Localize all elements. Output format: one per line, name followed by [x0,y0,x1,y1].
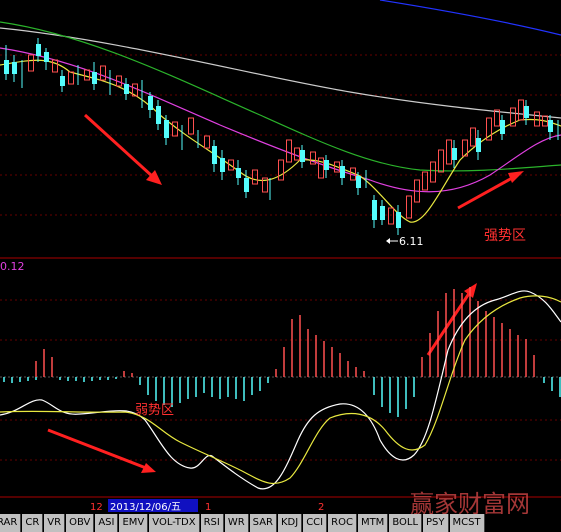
indicator-tab[interactable]: ROC [328,514,357,532]
indicator-tab[interactable]: RSI [200,514,224,532]
arrow [457,175,515,210]
indicator-tab[interactable]: SAR [249,514,277,532]
indicator-tab[interactable]: BOLL [389,514,423,532]
indicator-signal [0,295,561,484]
arrow [426,291,472,356]
moving-averages [0,0,561,223]
low-price-label: 6.11 [399,235,424,248]
histogram-positive [35,287,535,377]
chart-area: 6.11 强势区 0.12 弱势区 12 2013/12/06/五 1 2 赢家… [0,0,561,514]
candle-bodies-up [28,54,548,225]
arrow-head [146,170,162,185]
indicator-tab[interactable]: ASI [95,514,119,532]
indicator-tab[interactable]: PSY [423,514,449,532]
indicator-value: 0.12 [0,260,25,273]
indicator-tab[interactable]: RAR [0,514,22,532]
indicator-tab[interactable]: WR [224,514,249,532]
indicator-tab[interactable]: EMV [119,514,149,532]
timeline-label: 1 [205,502,211,513]
zone-label: 强势区 [484,228,526,244]
arrow-head [508,171,524,183]
histogram-negative [3,377,561,417]
indicator-tab[interactable]: MCST [449,514,485,532]
indicator-tab[interactable]: VR [44,514,66,532]
indicator-tab[interactable]: OBV [66,514,95,532]
ma-line [379,0,561,36]
ma-line [0,21,561,172]
arrow-head [141,463,156,473]
low-pointer-head [386,238,390,244]
trend-arrows [47,113,524,473]
arrow [47,428,147,470]
cursor-date-box [108,499,198,512]
indicator-tab[interactable]: MTM [357,514,389,532]
indicator-tabs: RAR CR VR OBV ASI EMV VOL-TDX RSI WR SAR KDJ CCI ROC… [0,514,561,532]
indicator-tab[interactable]: CR [22,514,44,532]
timeline-label: 12 [90,502,103,513]
arrow [83,113,154,178]
watermark: 赢家财富网 [410,490,530,514]
zone-label: 弱势区 [135,402,174,418]
timeline-label: 2 [318,502,324,513]
indicator-tab[interactable]: KDJ [277,514,303,532]
indicator-line [0,290,561,490]
indicator-tab[interactable]: CCI [303,514,328,532]
ma-line [0,27,561,119]
cursor-date: 2013/12/06/五 [110,502,181,513]
indicator-tab[interactable]: VOL-TDX [149,514,200,532]
